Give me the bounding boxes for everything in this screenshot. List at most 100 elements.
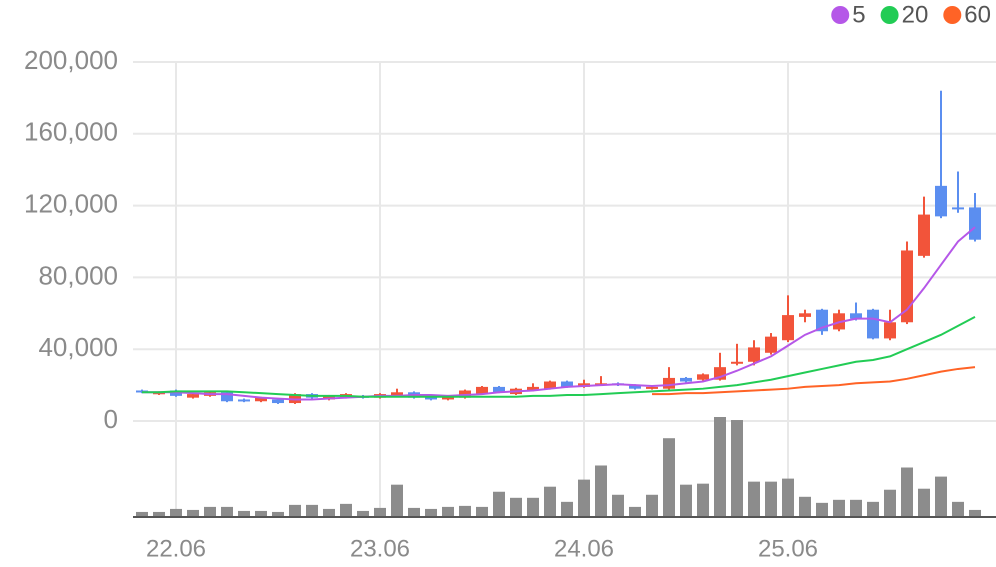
volume-bar — [272, 511, 284, 517]
volume-bar — [340, 503, 352, 517]
ma-line — [142, 226, 976, 401]
volume-bar — [476, 506, 488, 517]
volume-bar — [782, 478, 794, 517]
volume-bar — [306, 504, 318, 517]
candle-body — [221, 392, 233, 402]
ma-line — [142, 316, 976, 398]
legend-marker — [880, 6, 899, 24]
candle-body — [850, 313, 862, 319]
volume-bar — [833, 499, 845, 517]
candle-body — [255, 397, 267, 402]
candle-body — [748, 347, 760, 362]
volume-bar — [578, 479, 590, 517]
candle-body — [544, 381, 556, 389]
volume-bar — [544, 486, 556, 517]
volume-bar — [595, 465, 607, 517]
volume-bar — [425, 508, 437, 517]
volume-bar — [680, 484, 692, 517]
volume-bar — [187, 509, 199, 517]
candle-body — [629, 385, 641, 389]
volume-bar — [918, 488, 930, 517]
volume-bar — [799, 496, 811, 517]
legend-marker — [943, 6, 962, 24]
volume-bar — [663, 438, 675, 517]
candle-body — [935, 185, 947, 217]
y-tick-label: 0 — [104, 404, 118, 434]
volume-bar — [731, 420, 743, 517]
candle-body — [918, 214, 930, 256]
legend-label: 5 — [852, 1, 865, 28]
candle-body — [187, 394, 199, 398]
volume-bar — [374, 507, 386, 517]
volume-bar — [408, 507, 420, 517]
candle-body — [663, 377, 675, 389]
candle-body — [901, 250, 913, 323]
volume-bar — [646, 494, 658, 517]
candle-body — [782, 315, 794, 341]
volume-bar — [136, 511, 148, 517]
volume-bar — [527, 497, 539, 517]
x-tick-label: 22.06 — [146, 535, 206, 562]
candle-body — [272, 399, 284, 404]
volume-bar — [748, 481, 760, 517]
y-tick-label: 160,000 — [24, 117, 118, 147]
candle-body — [731, 361, 743, 364]
volume-bar — [714, 417, 726, 517]
volume-bar — [510, 497, 522, 517]
x-tick-label: 25.06 — [758, 535, 818, 562]
volume-bar — [221, 506, 233, 517]
volume-bar — [816, 502, 828, 517]
candle-body — [765, 336, 777, 353]
volume-bar — [323, 508, 335, 517]
volume-bar — [969, 509, 981, 517]
candle-body — [969, 207, 981, 240]
candle-body — [493, 386, 505, 393]
candle-body — [680, 377, 692, 382]
volume-bar — [935, 476, 947, 517]
y-tick-label: 40,000 — [38, 332, 118, 362]
candle-body — [476, 386, 488, 395]
candle-body — [697, 374, 709, 380]
volume-bar — [561, 501, 573, 517]
volume-bar — [850, 499, 862, 517]
volume-bar — [459, 505, 471, 517]
x-tick-label: 23.06 — [350, 535, 410, 562]
candle-body — [238, 399, 250, 402]
legend-label: 20 — [902, 1, 929, 28]
volume-bar — [238, 510, 250, 517]
candle-body — [527, 386, 539, 391]
y-tick-label: 200,000 — [24, 45, 118, 75]
candle-body — [884, 322, 896, 339]
volume-bar — [357, 510, 369, 517]
volume-bar — [901, 467, 913, 517]
candle-body — [952, 207, 964, 210]
y-tick-label: 120,000 — [24, 188, 118, 218]
legend-label: 60 — [964, 1, 991, 28]
volume-bar — [697, 483, 709, 517]
volume-bar — [629, 506, 641, 517]
candle-body — [799, 313, 811, 317]
volume-bar — [255, 510, 267, 517]
candle-body — [391, 392, 403, 396]
volume-bar — [391, 484, 403, 517]
volume-bar — [153, 511, 165, 517]
volume-bar — [884, 489, 896, 517]
x-tick-label: 24.06 — [554, 535, 614, 562]
volume-bar — [170, 508, 182, 517]
legend-marker — [831, 6, 850, 24]
volume-bar — [952, 501, 964, 517]
candle-body — [561, 381, 573, 387]
volume-bar — [867, 501, 879, 517]
volume-bar — [289, 504, 301, 517]
y-tick-label: 80,000 — [38, 260, 118, 290]
volume-bar — [204, 506, 216, 517]
candle-body — [867, 309, 879, 339]
volume-bar — [765, 481, 777, 517]
volume-bar — [493, 491, 505, 517]
candle-body — [646, 386, 658, 389]
volume-bar — [442, 506, 454, 517]
ma-line — [652, 366, 976, 396]
volume-bar — [612, 494, 624, 517]
